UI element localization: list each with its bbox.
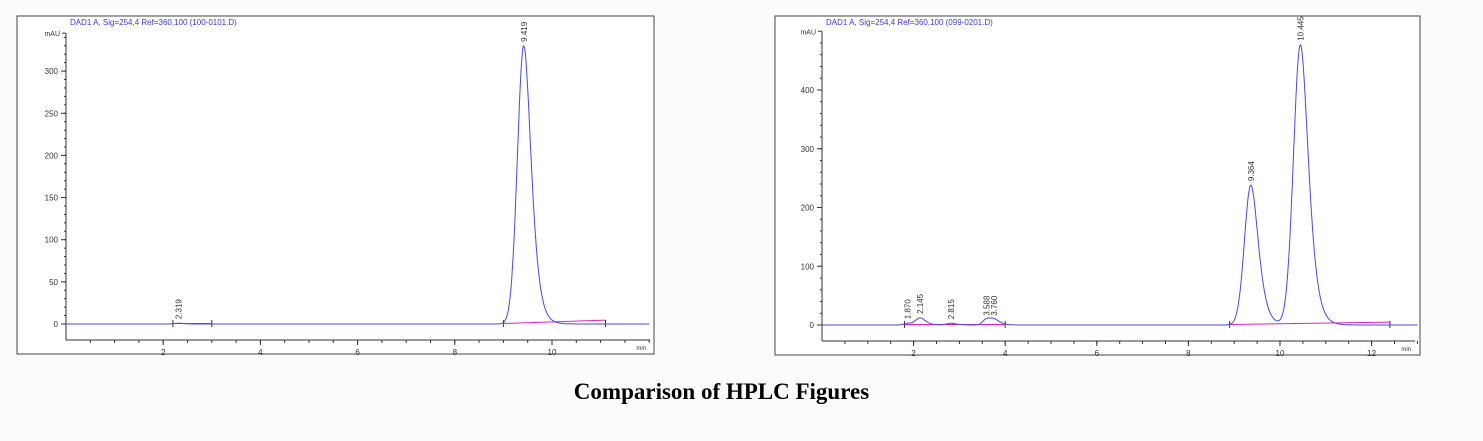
chart-frame [774, 15, 1421, 356]
peak-label: 2.319 [175, 299, 184, 320]
x-tick-label: 10 [548, 348, 557, 357]
peak-label: 3.588 [982, 295, 991, 316]
x-tick-label: 8 [453, 348, 458, 357]
x-tick-label: 2 [911, 349, 916, 358]
y-tick-label: 100 [801, 262, 815, 271]
y-axis-unit: mAU [800, 29, 816, 36]
peak-label: 10.445 [1296, 16, 1305, 41]
y-tick-label: 50 [49, 278, 58, 287]
chart-title: DAD1 A, Sig=254,4 Ref=360,100 (100-0101.… [70, 18, 237, 27]
chart-title: DAD1 A, Sig=254,4 Ref=360,100 (099-0201.… [826, 18, 993, 27]
chromatogram-trace [822, 44, 1418, 326]
x-axis-unit: min [636, 346, 646, 352]
x-tick-label: 6 [1095, 349, 1100, 358]
peak-label: 9.419 [520, 21, 529, 42]
figure-caption: Comparison of HPLC Figures [573, 379, 870, 404]
peak-label: 9.364 [1247, 161, 1256, 182]
y-tick-label: 250 [45, 109, 59, 118]
x-tick-label: 6 [355, 348, 360, 357]
peak-label: 3.760 [990, 295, 999, 316]
integration-baseline [1229, 321, 1390, 325]
x-tick-label: 4 [258, 348, 263, 357]
y-tick-label: 400 [801, 86, 815, 95]
peak-label: 2.145 [916, 293, 925, 314]
chart-frame [16, 15, 655, 355]
y-tick-label: 200 [801, 204, 815, 213]
y-tick-label: 300 [45, 67, 59, 76]
chart-panel-1: DAD1 A, Sig=254,4 Ref=360,100 (100-0101.… [16, 15, 655, 357]
y-tick-label: 100 [45, 236, 59, 245]
peak-label: 2.815 [947, 299, 956, 320]
x-tick-label: 10 [1276, 349, 1285, 358]
peak-label: 1.870 [904, 299, 913, 320]
chart-panel-2: DAD1 A, Sig=254,4 Ref=360,100 (099-0201.… [774, 15, 1421, 358]
y-tick-label: 0 [54, 320, 59, 329]
y-axis-unit: mAU [44, 31, 60, 38]
y-tick-label: 300 [801, 145, 815, 154]
x-tick-label: 8 [1186, 349, 1191, 358]
y-tick-label: 0 [810, 321, 815, 330]
x-tick-label: 4 [1003, 349, 1008, 358]
y-tick-label: 150 [45, 194, 59, 203]
x-tick-label: 2 [161, 348, 166, 357]
x-tick-label: 12 [1367, 349, 1376, 358]
chromatogram-trace [66, 44, 650, 325]
x-axis-unit: min [1401, 347, 1411, 353]
y-tick-label: 200 [45, 151, 59, 160]
